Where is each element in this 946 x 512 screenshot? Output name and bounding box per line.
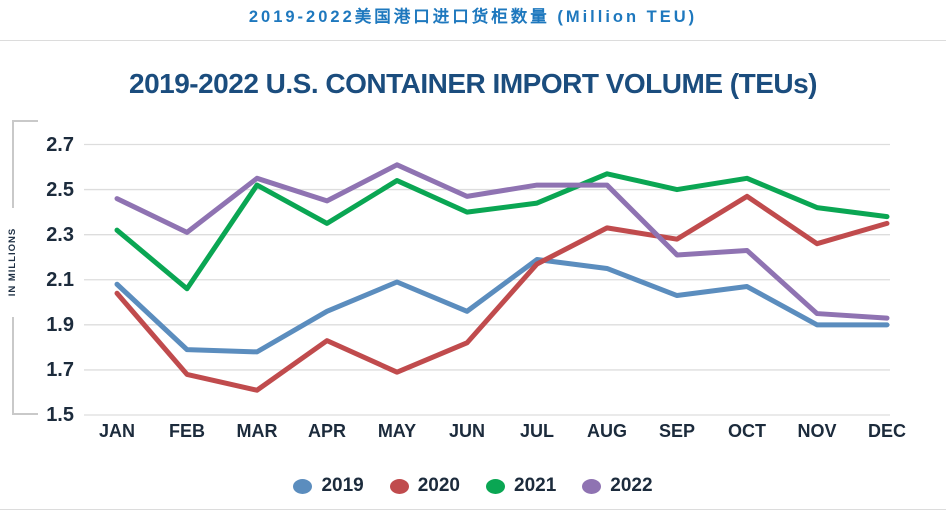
x-tick-label: NOV	[797, 421, 837, 441]
bottom-divider	[0, 509, 946, 510]
y-tick-label: 2.7	[46, 133, 74, 156]
x-tick-label: FEB	[169, 421, 205, 441]
bracket-lower-line	[12, 317, 14, 414]
line-2019	[114, 256, 890, 355]
legend-label: 2020	[417, 475, 460, 496]
x-tick-label: DEC	[867, 421, 906, 441]
legend-swatch-2021	[486, 478, 505, 494]
line-2021	[114, 171, 890, 292]
legend-item-2022: 2022	[582, 475, 653, 497]
x-tick-label: AUG	[587, 421, 627, 441]
legend-swatch-2020	[389, 478, 409, 494]
line-2020	[114, 193, 890, 393]
x-tick-label: JAN	[98, 421, 135, 441]
legend-label: 2022	[610, 475, 653, 496]
y-tick-label: 1.7	[46, 358, 74, 381]
x-tick-label: OCT	[728, 421, 766, 441]
legend-label: 2019	[321, 475, 364, 496]
bracket-bottom-cap	[12, 413, 38, 415]
chart-title: 2019-2022 U.S. CONTAINER IMPORT VOLUME (…	[129, 68, 818, 99]
bracket-upper-line	[12, 120, 14, 208]
legend-item-2019: 2019	[293, 475, 364, 497]
legend-swatch-2019	[293, 478, 313, 494]
top-divider	[0, 40, 946, 41]
x-tick-label: SEP	[658, 421, 696, 441]
x-tick-label: JUL	[519, 421, 554, 441]
x-tick-label: APR	[307, 421, 346, 441]
y-tick-label: 1.5	[46, 404, 74, 426]
x-tick-label: MAR	[236, 421, 278, 441]
x-tick-label: MAY	[377, 421, 417, 441]
legend-item-2021: 2021	[486, 475, 556, 497]
y-tick-label: 2.1	[46, 268, 74, 291]
y-tick-label: 2.3	[46, 223, 74, 246]
legend-item-2020: 2020	[389, 475, 460, 497]
legend-swatch-2022	[582, 478, 602, 494]
line-2022	[114, 162, 890, 321]
y-tick-label: 1.9	[46, 313, 74, 336]
chart-legend: 2019 2020 2021 2022	[0, 468, 946, 504]
legend-label: 2021	[514, 475, 557, 496]
y-tick-label: 2.5	[46, 178, 74, 201]
page-title-chinese: 2019-2022美国港口进口货柜数量 (Million TEU)	[248, 8, 698, 26]
x-tick-label: JUN	[448, 421, 485, 441]
bracket-top-cap	[12, 120, 38, 122]
